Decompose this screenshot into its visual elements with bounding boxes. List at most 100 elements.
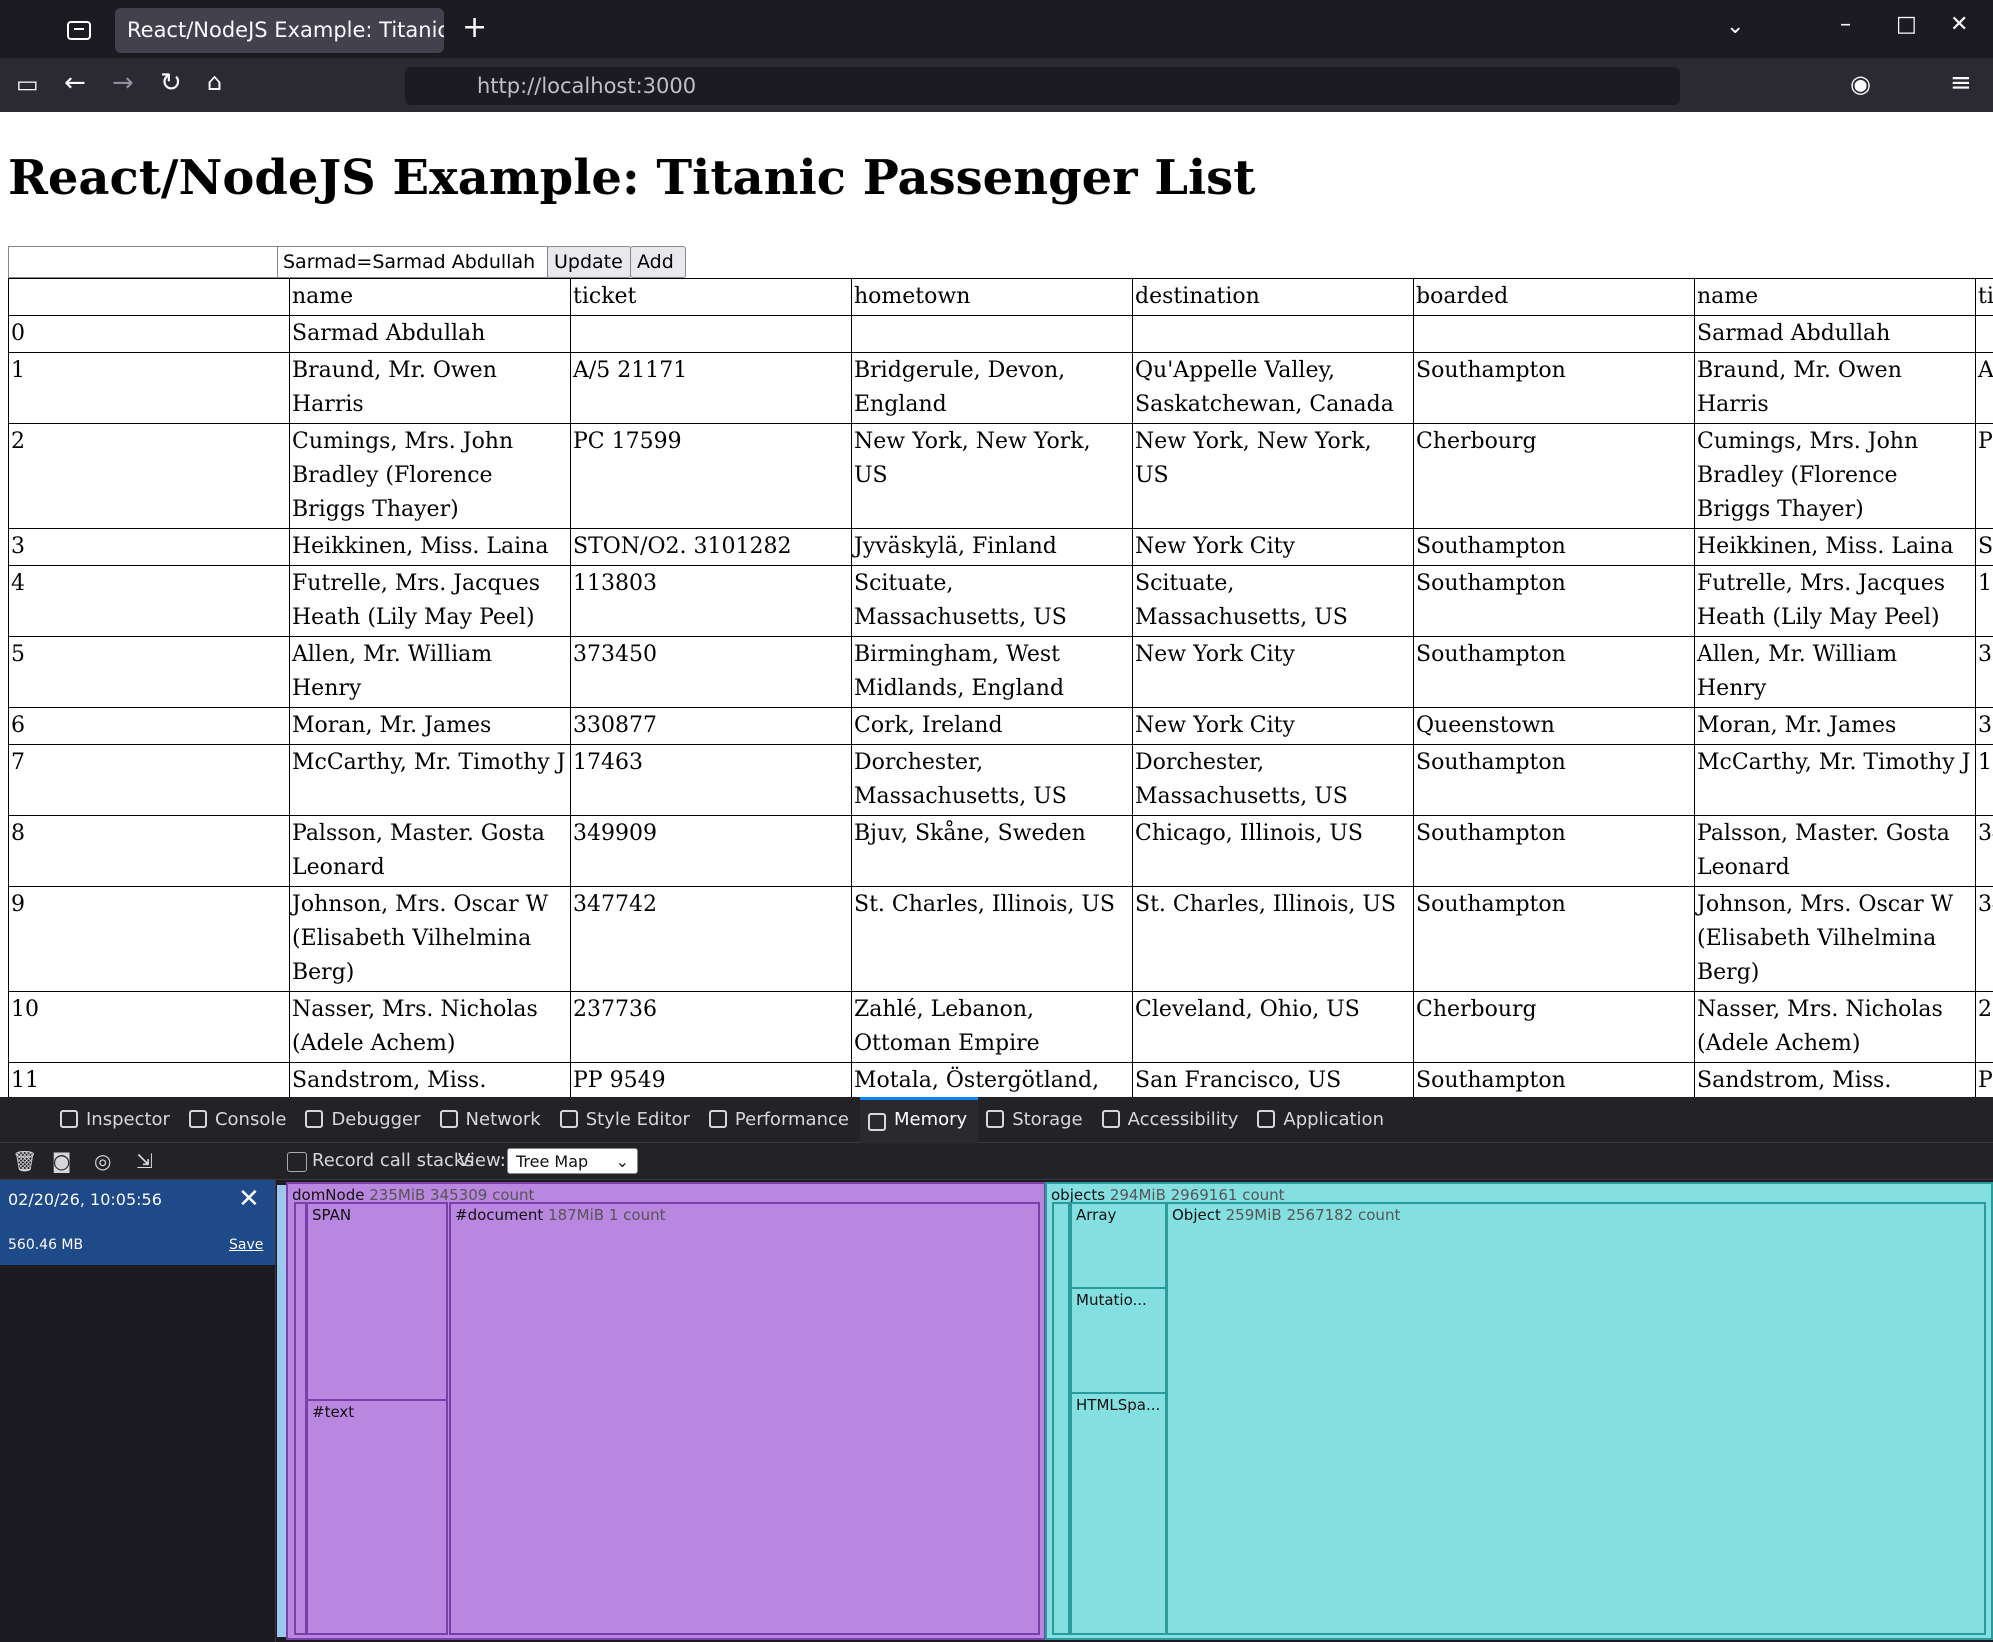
row-index: 7 [8, 744, 290, 816]
header-cell: hometown [851, 278, 1133, 316]
table-cell: Queenstown [1413, 707, 1695, 745]
treemap-node[interactable]: SPAN [306, 1202, 448, 1401]
treemap-label: #document 187MiB 1 count [455, 1206, 665, 1224]
devtools-tab[interactable]: Performance [701, 1097, 860, 1143]
reload-button[interactable]: ↻ [160, 68, 182, 98]
devtools-tab[interactable]: Debugger [297, 1097, 431, 1143]
table-cell: Cleveland, Ohio, US [1132, 991, 1414, 1063]
snapshot-item[interactable]: 02/20/26, 10:05:56 ✕ 560.46 MB Save [0, 1180, 275, 1265]
treemap-label: domNode 235MiB 345309 count [292, 1186, 534, 1204]
treemap-label: SPAN [312, 1206, 351, 1224]
table-row: 8 Palsson, Master. Gosta Leonard 349909 Bju… [8, 815, 1993, 887]
table-cell: New York City [1132, 707, 1414, 745]
minimize[interactable]: – [1840, 12, 1851, 37]
row-index: 5 [8, 636, 290, 708]
table-cell: PC 17599 [570, 423, 852, 529]
table-cell: 373450 [570, 636, 852, 708]
add-button[interactable]: Add [630, 246, 686, 278]
table-cell: Jyväskylä, Finland [851, 528, 1133, 566]
save-link[interactable]: Save [229, 1237, 264, 1253]
diff-button[interactable]: ◎ [94, 1149, 112, 1173]
home-button[interactable]: ⌂ [207, 68, 223, 96]
tab-list-icon[interactable] [66, 18, 92, 42]
treemap-node[interactable]: Object 259MiB 2567182 count [1166, 1202, 1986, 1635]
table-cell: Cumings, Mrs. John Bradley (Florence Bri… [1694, 423, 1976, 529]
memory-toolbar: 🗑 ◙ ◎ ⇲ Record call stacks View: Tree Ma… [0, 1143, 1993, 1180]
treemap-node[interactable]: #text [306, 1399, 448, 1635]
row-index: 2 [8, 423, 290, 529]
table-cell: 373450 [1975, 636, 1993, 708]
treemap-label: Mutatio... [1076, 1291, 1147, 1309]
table-cell: Johnson, Mrs. Oscar W (Elisabeth Vilhelm… [289, 886, 571, 992]
url-text: http://localhost:3000 [477, 74, 697, 98]
edit-input[interactable]: Sarmad=Sarmad Abdullah [277, 246, 548, 278]
table-cell [1413, 315, 1695, 353]
table-cell: Cumings, Mrs. John Bradley (Florence Bri… [289, 423, 571, 529]
table-cell: Dorchester, Massachusetts, US [1132, 744, 1414, 816]
import-button[interactable]: ⇲ [136, 1149, 153, 1173]
devtools-tab[interactable]: Inspector [52, 1097, 181, 1143]
update-button[interactable]: Update [547, 246, 631, 278]
delete-snapshot[interactable]: ✕ [238, 1184, 260, 1214]
forward-button[interactable]: → [112, 68, 134, 98]
url-bar[interactable]: http://localhost:3000 [405, 67, 1680, 105]
header-cell [8, 278, 290, 316]
table-cell: Zahlé, Lebanon, Ottoman Empire [851, 991, 1133, 1063]
table-cell: Southampton [1413, 565, 1695, 637]
treemap-node[interactable]: Mutatio... [1070, 1287, 1167, 1394]
table-cell: 113803 [1975, 565, 1993, 637]
devtools-tab[interactable]: Network [432, 1097, 552, 1143]
table-cell: A/5 21171 [1975, 352, 1993, 424]
table-row: 6 Moran, Mr. James 330877 Cork, Ireland New … [8, 707, 1993, 745]
snapshot-size: 560.46 MB [8, 1237, 84, 1253]
table-cell: Birmingham, West Midlands, England [851, 636, 1133, 708]
maximize[interactable]: □ [1896, 12, 1917, 37]
table-cell: 113803 [570, 565, 852, 637]
table-cell: PP 9549 [570, 1062, 852, 1097]
row-index: 9 [8, 886, 290, 992]
devtools-tab[interactable]: Application [1249, 1097, 1395, 1143]
menu[interactable]: ≡ [1950, 68, 1972, 98]
treemap-node[interactable]: Array [1070, 1202, 1167, 1289]
table-cell: St. Charles, Illinois, US [1132, 886, 1414, 992]
table-row: 5 Allen, Mr. William Henry 373450 Birmingha… [8, 636, 1993, 708]
button-label: Add [637, 251, 674, 273]
tab-overflow[interactable]: ⌄ [1726, 14, 1745, 39]
table-cell: Sarmad Abdullah [1694, 315, 1976, 353]
devtools-tab[interactable]: Memory [859, 1096, 979, 1143]
record-checkbox[interactable] [287, 1152, 307, 1172]
back-button[interactable]: ← [64, 68, 86, 98]
table-cell: Motala, Östergötland, Sweden [851, 1062, 1133, 1097]
table-cell: Johnson, Mrs. Oscar W (Elisabeth Vilhelm… [1694, 886, 1976, 992]
header-cell: destination [1132, 278, 1414, 316]
table-row: 9 Johnson, Mrs. Oscar W (Elisabeth Vilhel… [8, 886, 1993, 992]
account[interactable]: ◉ [1850, 70, 1871, 98]
sidebar-button[interactable]: ▭ [16, 70, 39, 98]
devtools-tab[interactable]: Console [181, 1097, 297, 1143]
devtools-tab[interactable]: Storage [978, 1097, 1093, 1143]
treemap-label: Array [1076, 1206, 1116, 1224]
close-window[interactable]: ✕ [1950, 12, 1969, 37]
devtools-tab[interactable]: Style Editor [552, 1097, 701, 1143]
table-cell: New York, New York, US [1132, 423, 1414, 529]
view-select[interactable]: Tree Map ⌄ [507, 1148, 638, 1174]
clear-button[interactable]: 🗑 [12, 1149, 38, 1173]
table-cell: 237736 [1975, 991, 1993, 1063]
table-cell: Chicago, Illinois, US [1132, 815, 1414, 887]
treemap-label: HTMLSpa... [1076, 1396, 1160, 1414]
active-tab[interactable]: React/NodeJS Example: Titanic Passenger … [115, 8, 444, 53]
snapshot-button[interactable]: ◙ [52, 1149, 72, 1173]
table-cell: Qu'Appelle Valley, Saskatchewan, Canada [1132, 352, 1414, 424]
snapshot-list: 02/20/26, 10:05:56 ✕ 560.46 MB Save [0, 1180, 276, 1642]
key-input[interactable] [8, 246, 278, 278]
button-label: Update [554, 251, 623, 273]
header-cell: ticket [1975, 278, 1993, 316]
header-cell: name [1694, 278, 1976, 316]
new-tab-button[interactable]: + [462, 10, 488, 45]
devtools-tab[interactable]: Accessibility [1094, 1097, 1250, 1143]
web-content: React/NodeJS Example: Titanic Passenger … [0, 112, 1993, 1097]
node-detail: 259MiB 2567182 count [1225, 1206, 1401, 1224]
view-label: View: [458, 1150, 506, 1171]
treemap-node[interactable]: HTMLSpa... [1070, 1392, 1167, 1635]
treemap-node[interactable]: #document 187MiB 1 count [449, 1202, 1040, 1635]
